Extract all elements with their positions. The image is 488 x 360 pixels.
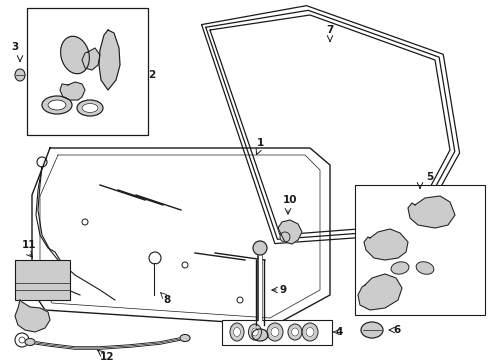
Text: 9: 9 bbox=[280, 285, 286, 295]
Ellipse shape bbox=[390, 262, 408, 274]
Circle shape bbox=[252, 241, 266, 255]
Ellipse shape bbox=[42, 96, 72, 114]
Text: 11: 11 bbox=[22, 240, 37, 250]
Text: 8: 8 bbox=[163, 295, 170, 305]
Polygon shape bbox=[60, 82, 85, 100]
Ellipse shape bbox=[15, 69, 25, 81]
Bar bbox=[27, 8, 148, 135]
Polygon shape bbox=[363, 229, 407, 260]
Polygon shape bbox=[278, 220, 302, 244]
Text: 2: 2 bbox=[148, 70, 155, 80]
Ellipse shape bbox=[180, 334, 190, 342]
Ellipse shape bbox=[25, 338, 35, 346]
Polygon shape bbox=[407, 196, 454, 228]
Ellipse shape bbox=[270, 328, 279, 337]
Bar bbox=[15, 260, 70, 300]
Bar bbox=[354, 185, 484, 315]
Text: 1: 1 bbox=[256, 138, 263, 148]
Circle shape bbox=[280, 232, 289, 242]
Polygon shape bbox=[99, 30, 120, 90]
Ellipse shape bbox=[82, 104, 98, 112]
Text: 5: 5 bbox=[426, 172, 433, 182]
Polygon shape bbox=[15, 300, 50, 332]
Ellipse shape bbox=[61, 36, 89, 74]
Ellipse shape bbox=[302, 323, 317, 341]
Ellipse shape bbox=[48, 100, 66, 110]
Ellipse shape bbox=[266, 323, 283, 341]
Text: 6: 6 bbox=[392, 325, 400, 335]
Ellipse shape bbox=[415, 262, 433, 274]
Ellipse shape bbox=[251, 329, 267, 341]
Polygon shape bbox=[82, 48, 100, 70]
Text: 12: 12 bbox=[100, 352, 114, 360]
Ellipse shape bbox=[305, 328, 313, 337]
Ellipse shape bbox=[233, 328, 240, 337]
Text: 7: 7 bbox=[325, 25, 333, 35]
Ellipse shape bbox=[360, 322, 382, 338]
Text: 10: 10 bbox=[282, 195, 297, 205]
Bar bbox=[222, 320, 331, 345]
Ellipse shape bbox=[77, 100, 103, 116]
Ellipse shape bbox=[229, 323, 244, 341]
Ellipse shape bbox=[251, 328, 258, 336]
Ellipse shape bbox=[248, 324, 261, 340]
Ellipse shape bbox=[287, 324, 302, 340]
Ellipse shape bbox=[291, 328, 298, 336]
Text: 4: 4 bbox=[335, 327, 343, 337]
Text: 3: 3 bbox=[11, 42, 19, 52]
Polygon shape bbox=[357, 274, 401, 310]
